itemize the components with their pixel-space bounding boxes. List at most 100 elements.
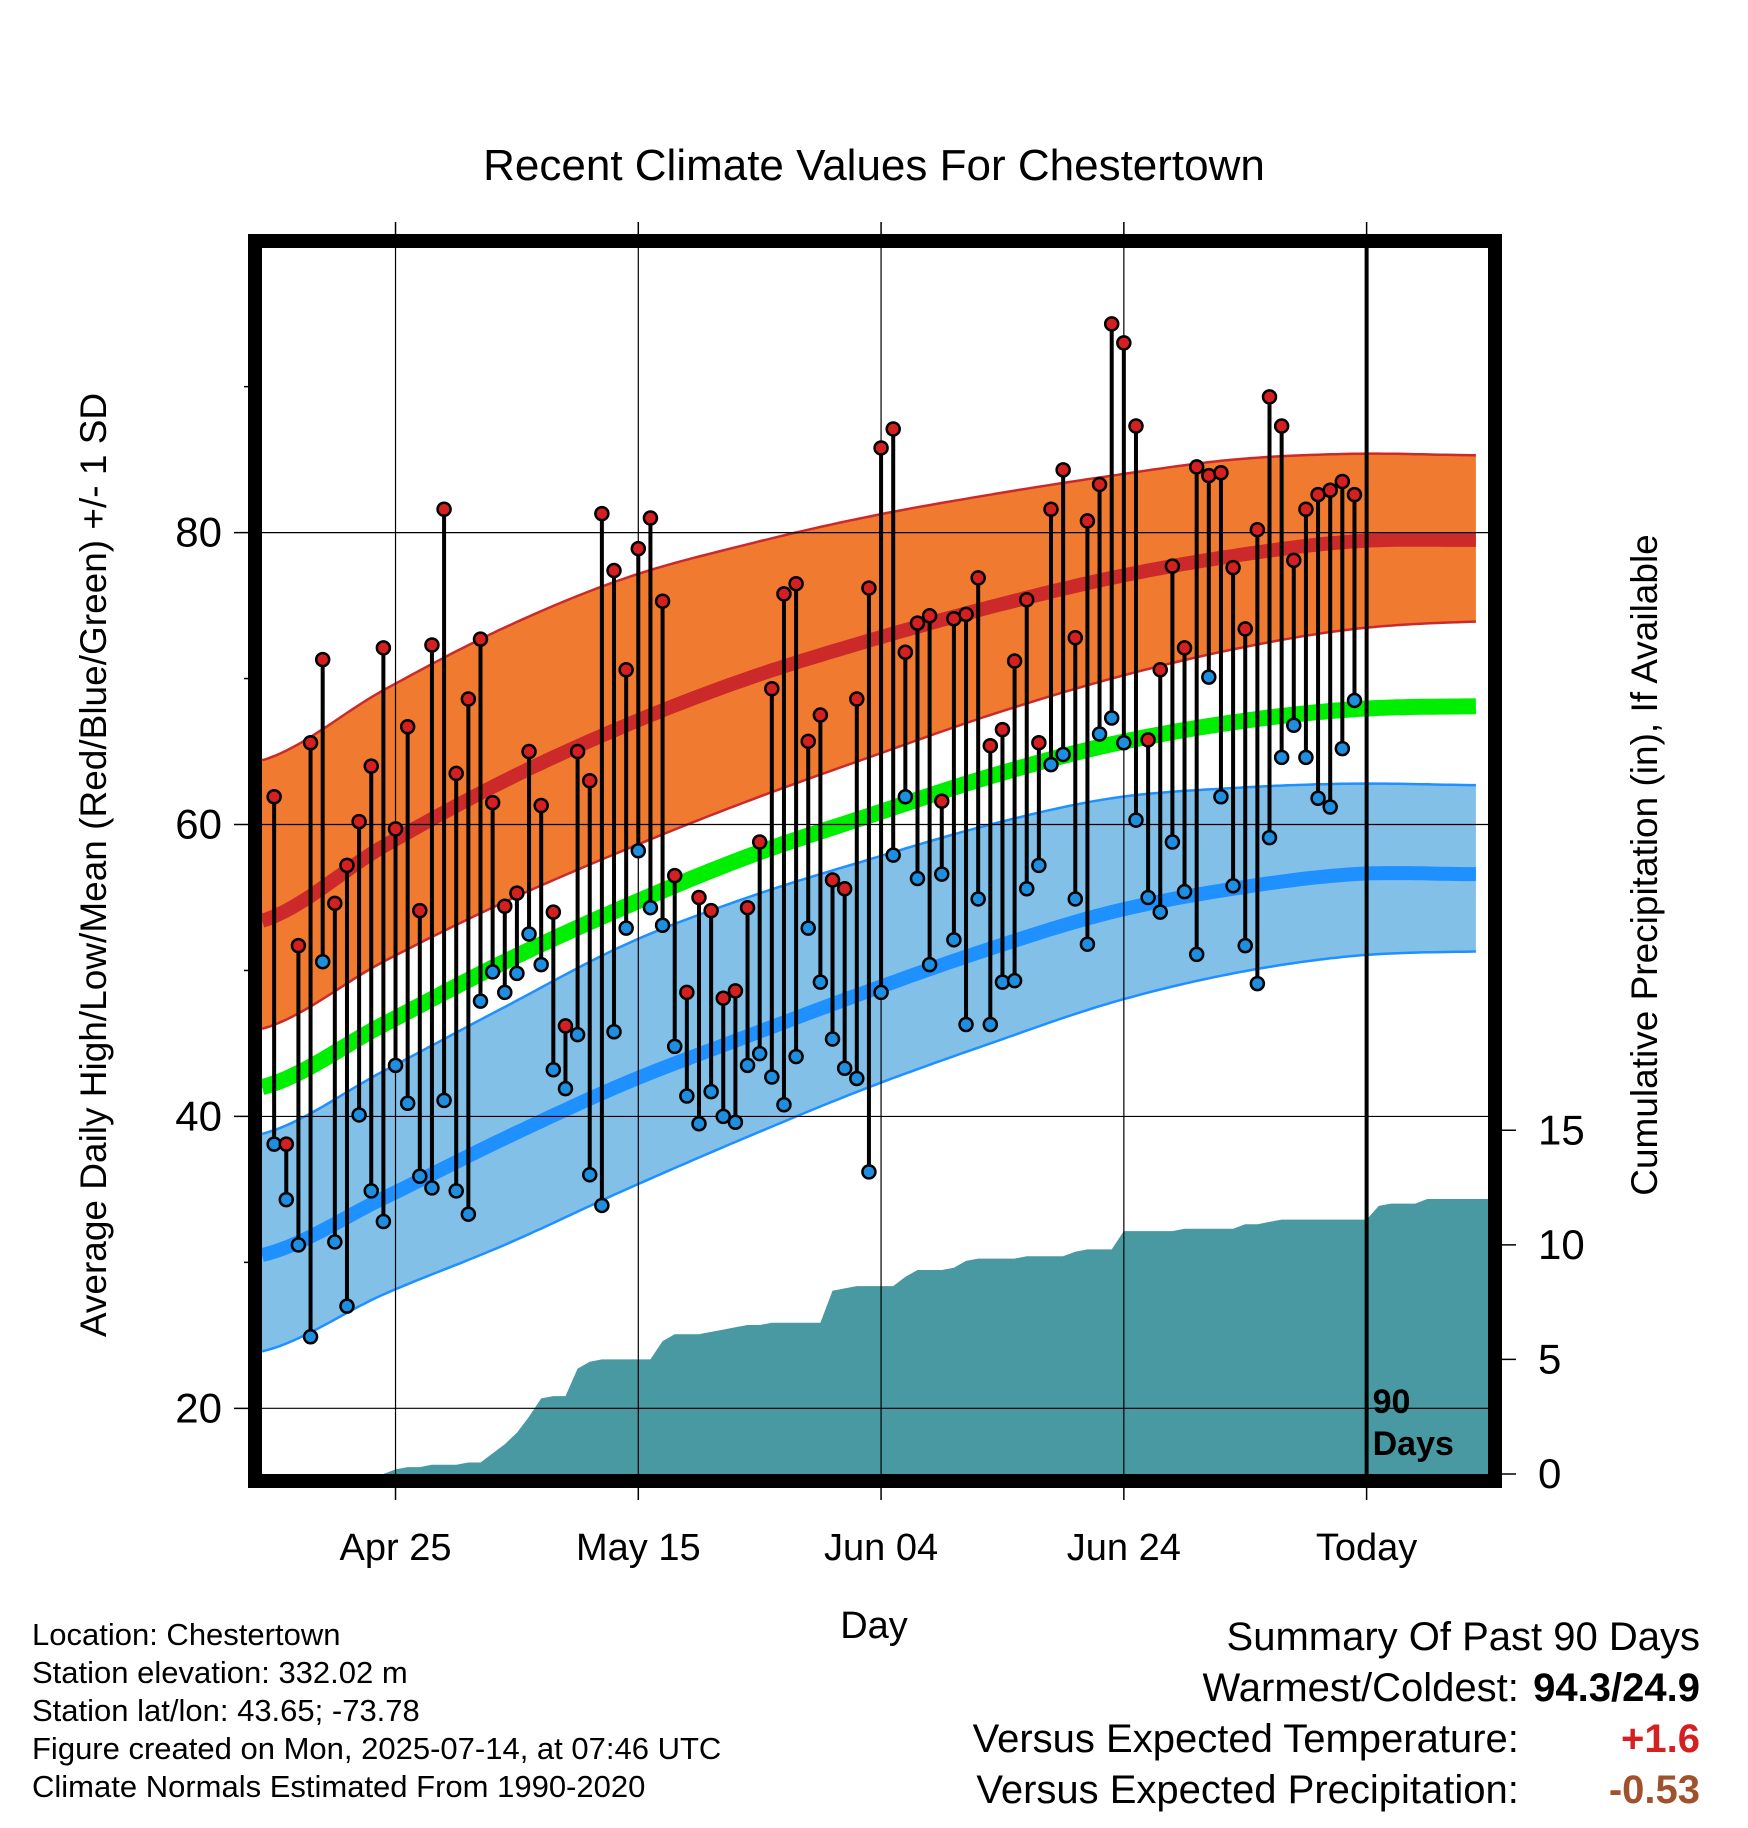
low-temp-point	[800, 920, 816, 936]
summary-temp: Versus Expected Temperature: +1.6	[973, 1714, 1700, 1765]
low-temp-point	[509, 965, 525, 982]
low-temp-point	[351, 1107, 367, 1123]
low-temp-point	[569, 1026, 586, 1043]
high-temp-point	[412, 902, 428, 919]
low-temp-point	[545, 1061, 562, 1078]
high-temp-point	[424, 637, 440, 653]
low-temp-point	[424, 1180, 440, 1196]
high-temp-point	[885, 421, 901, 437]
low-temp-point	[1103, 710, 1120, 726]
low-temp-point	[1310, 790, 1326, 806]
low-temp-point	[399, 1095, 416, 1112]
high-temp-point	[739, 899, 756, 916]
x-tick-label: May 15	[576, 1527, 701, 1569]
low-temp-point	[1164, 834, 1181, 850]
low-temp-point	[1018, 880, 1035, 897]
low-temp-point	[861, 1164, 877, 1180]
high-temp-point	[314, 651, 331, 668]
warm-cold-label: Warmest/Coldest:	[1202, 1666, 1519, 1710]
high-temp-point	[994, 721, 1011, 738]
high-temp-point	[533, 797, 549, 814]
high-temp-point	[278, 1136, 295, 1152]
low-temp-point	[885, 847, 901, 863]
high-temp-point	[836, 880, 853, 897]
high-temp-point	[1018, 591, 1035, 608]
low-temp-point	[1334, 740, 1351, 757]
location-text: Location: Chestertown	[32, 1617, 341, 1652]
high-temp-point	[764, 681, 780, 697]
summary-title: Summary Of Past 90 Days	[1226, 1615, 1700, 1659]
low-temp-point	[363, 1183, 379, 1199]
y2-tick-label: 0	[1538, 1450, 1561, 1497]
high-temp-point	[1201, 467, 1217, 484]
high-temp-point	[569, 743, 586, 760]
low-temp-point	[302, 1329, 319, 1345]
high-temp-point	[363, 758, 379, 774]
high-temp-point	[460, 691, 477, 707]
summary-panel: Summary Of Past 90 Days Warmest/Coldest:…	[973, 1612, 1700, 1816]
low-temp-point	[472, 993, 489, 1009]
plot-frame	[248, 234, 1502, 1488]
low-temp-point	[1116, 735, 1132, 751]
high-temp-point	[1067, 629, 1084, 646]
high-temp-point	[1286, 552, 1302, 569]
high-temp-point	[824, 872, 841, 888]
high-temp-point	[909, 615, 926, 631]
low-temp-point	[1346, 692, 1363, 709]
high-temp-point	[448, 765, 464, 782]
high-temp-point	[472, 631, 489, 647]
low-temp-point	[703, 1083, 719, 1100]
low-temp-point	[387, 1057, 404, 1074]
y-tick-label: 40	[175, 1092, 222, 1139]
high-temp-point	[399, 718, 416, 735]
high-temp-point	[1237, 621, 1253, 637]
high-temp-point	[484, 794, 501, 811]
high-temp-point	[715, 990, 732, 1006]
x-tick-label: Jun 24	[1067, 1527, 1181, 1569]
high-temp-point	[509, 885, 525, 901]
elevation-text: Station elevation: 332.02 m	[32, 1655, 408, 1690]
low-temp-point	[739, 1057, 756, 1074]
high-temp-point	[1079, 513, 1096, 529]
high-temp-point	[1225, 559, 1241, 576]
high-temp-point	[1103, 316, 1120, 332]
low-temp-point	[1079, 936, 1096, 952]
low-temp-point	[812, 974, 829, 990]
low-temp-point	[484, 964, 501, 980]
y-tick-label: 80	[175, 509, 222, 556]
high-temp-point	[594, 505, 610, 522]
low-temp-point	[1249, 975, 1266, 992]
high-temp-point	[339, 857, 355, 874]
summary-warm-cold: Warmest/Coldest: 94.3/24.9	[973, 1663, 1701, 1714]
low-temp-point	[375, 1213, 392, 1230]
high-temp-point	[897, 644, 914, 661]
high-temp-point	[861, 580, 877, 596]
high-temp-point	[1006, 653, 1023, 669]
high-temp-point	[812, 707, 829, 723]
low-temp-point	[691, 1115, 707, 1132]
high-temp-point	[727, 983, 744, 999]
low-temp-point	[436, 1092, 452, 1109]
high-temp-point	[436, 501, 452, 518]
low-temp-point	[958, 1016, 974, 1033]
high-temp-point	[351, 813, 367, 830]
low-temp-point	[1140, 889, 1156, 906]
high-temp-point	[521, 743, 537, 760]
high-temp-point	[1091, 476, 1108, 493]
high-temp-point	[1261, 389, 1278, 405]
summary-precip: Versus Expected Precipitation: -0.53	[973, 1765, 1700, 1816]
low-temp-point	[606, 1024, 622, 1040]
low-temp-point	[727, 1114, 744, 1131]
high-temp-point	[1322, 482, 1338, 499]
low-temp-point	[1006, 972, 1023, 989]
low-temp-point	[1237, 937, 1253, 954]
low-temp-point	[1067, 891, 1084, 907]
low-temp-point	[1213, 789, 1229, 805]
high-temp-point	[970, 570, 986, 586]
high-temp-point	[1116, 335, 1132, 351]
x-tick-label: Today	[1316, 1527, 1417, 1569]
y2-tick-label: 10	[1538, 1221, 1585, 1268]
high-temp-point	[873, 440, 889, 456]
high-temp-point	[1043, 501, 1059, 518]
low-temp-point	[618, 920, 634, 936]
